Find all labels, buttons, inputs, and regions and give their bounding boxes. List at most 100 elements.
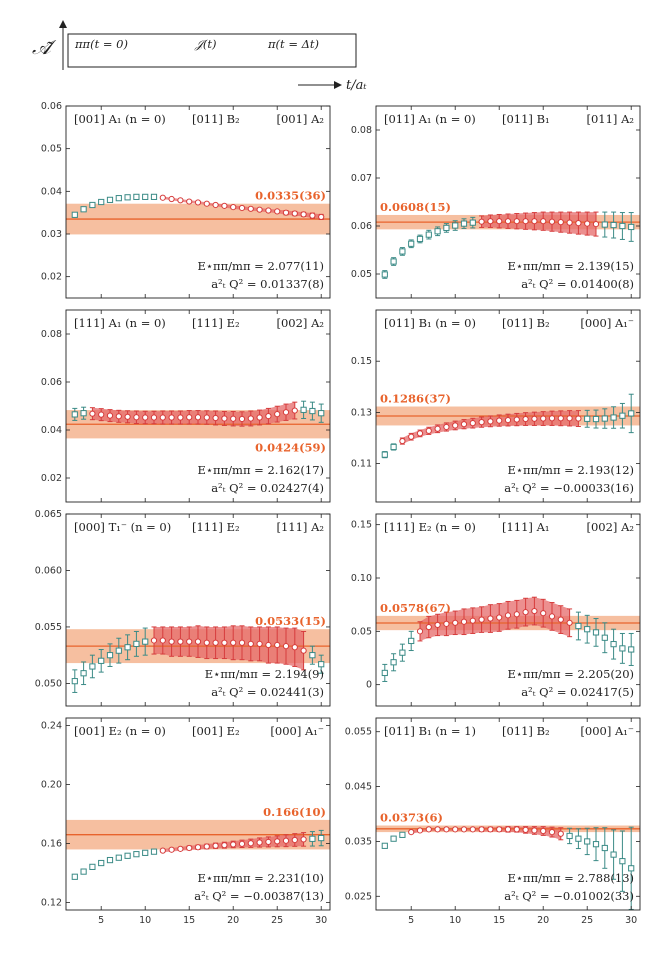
- x-tick-label: 20: [227, 915, 239, 926]
- data-point: [434, 425, 441, 432]
- data-point: [469, 617, 476, 624]
- data-point: [133, 851, 140, 858]
- data-point: [628, 410, 635, 417]
- panel-title: [001] A₁ (n = 0): [74, 112, 166, 126]
- data-point: [300, 211, 307, 218]
- plot-area: [376, 825, 640, 910]
- data-point: [221, 415, 228, 422]
- legend-x-arrowhead: [334, 81, 342, 89]
- fit-range-band: [154, 625, 304, 670]
- data-point: [504, 612, 512, 619]
- panel-right-label: [111] A₂: [277, 520, 325, 534]
- data-point: [318, 661, 325, 668]
- data-point: [434, 228, 441, 235]
- data-point: [584, 220, 591, 227]
- q2-label: a²ₜ Q² = 0.01400(8): [521, 277, 634, 291]
- data-point: [619, 645, 626, 652]
- data-point: [443, 826, 450, 833]
- data-point: [390, 835, 397, 842]
- y-tick-label: 0.03: [41, 229, 62, 240]
- data-point: [221, 842, 228, 849]
- panel-title: [001] E₂ (n = 0): [74, 724, 166, 738]
- data-point: [150, 637, 158, 644]
- data-point: [381, 271, 388, 278]
- data-point: [150, 414, 158, 421]
- data-point: [381, 842, 388, 849]
- data-point: [106, 652, 114, 659]
- legend-mid-label: 𝒥(t): [194, 37, 217, 51]
- energy-label: E⋆ππ/mπ = 2.162(17): [197, 463, 324, 477]
- panel-right-label: [002] A₂: [277, 316, 325, 330]
- data-point: [522, 609, 529, 616]
- y-tick-label: 0.16: [41, 839, 62, 850]
- data-point: [425, 231, 432, 238]
- data-point: [601, 634, 608, 641]
- data-point: [478, 616, 485, 623]
- data-point: [238, 840, 246, 847]
- data-point: [540, 610, 547, 617]
- energy-label: E⋆ππ/mπ = 2.077(11): [197, 259, 324, 273]
- data-point: [168, 195, 175, 203]
- data-point: [540, 218, 547, 225]
- data-point: [619, 412, 626, 419]
- panel-mid-label: [111] E₂: [192, 520, 240, 534]
- data-point: [133, 193, 140, 200]
- data-point: [628, 646, 635, 653]
- y-tick-label: 0.035: [345, 836, 372, 847]
- data-point: [513, 218, 520, 225]
- data-point: [575, 415, 582, 422]
- data-point: [309, 835, 316, 842]
- data-point: [212, 414, 219, 422]
- plot-frame: [65, 717, 331, 911]
- data-point: [557, 219, 564, 226]
- data-point: [89, 863, 96, 870]
- data-point: [150, 193, 158, 200]
- data-point: [399, 649, 406, 656]
- data-point: [452, 619, 459, 626]
- panel-title: [000] T₁⁻ (n = 0): [74, 520, 171, 534]
- q2-label: a²ₜ Q² = 0.02427(4): [211, 481, 324, 495]
- y-tick-label: 0.050: [35, 678, 62, 689]
- chart-panel-5: 0.050 0.055 0.060 0.065 [000] T₁⁻ (n = 0) [11…: [35, 509, 331, 707]
- panel-mid-label: [011] B₂: [192, 112, 240, 126]
- plot-area: [66, 193, 330, 235]
- fit-value-label: 0.0335(36): [255, 189, 326, 203]
- data-point: [425, 826, 432, 833]
- data-point: [452, 222, 459, 229]
- data-point: [256, 839, 263, 846]
- data-point: [416, 628, 424, 635]
- data-point: [540, 827, 547, 835]
- data-point: [610, 641, 617, 648]
- data-point: [469, 826, 476, 833]
- data-point: [115, 854, 122, 861]
- data-point: [434, 621, 441, 629]
- data-point: [142, 849, 149, 856]
- data-point: [408, 240, 415, 247]
- data-point: [265, 412, 272, 420]
- x-tick-label: 30: [625, 915, 637, 926]
- data-point: [399, 831, 406, 838]
- data-point: [177, 414, 184, 421]
- data-point: [168, 846, 175, 853]
- data-point: [460, 220, 468, 227]
- data-point: [496, 417, 503, 424]
- data-point: [106, 196, 114, 203]
- y-tick-label: 0.15: [351, 520, 372, 531]
- y-tick-label: 0.055: [345, 727, 372, 738]
- data-point: [194, 638, 202, 645]
- y-tick-label: 0.02: [41, 272, 62, 283]
- y-tick-label: 0.06: [41, 377, 62, 388]
- data-point: [106, 856, 114, 864]
- data-point: [159, 414, 166, 421]
- data-point: [566, 219, 573, 226]
- data-point: [478, 218, 485, 225]
- y-tick-label: 0.05: [41, 144, 62, 155]
- data-point: [416, 827, 424, 834]
- data-point: [282, 837, 290, 844]
- data-point: [557, 415, 564, 422]
- chart-panel-2: 0.05 0.06 0.07 0.08 [011] A₁ (n = 0) [011] B₁…: [351, 105, 641, 299]
- data-point: [168, 414, 175, 421]
- data-point: [557, 616, 564, 623]
- legend-box: [67, 33, 357, 68]
